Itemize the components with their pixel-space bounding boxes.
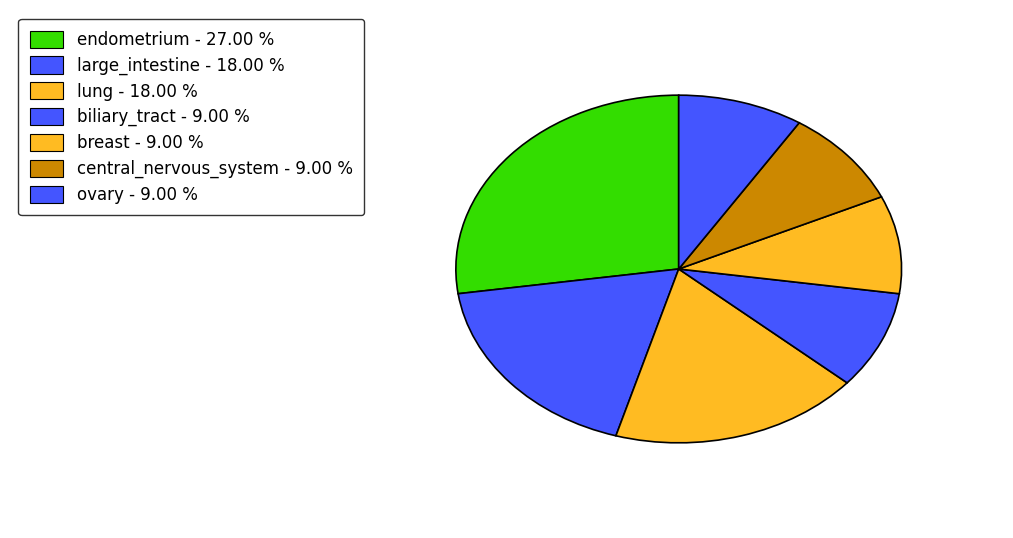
Wedge shape bbox=[679, 197, 902, 294]
Wedge shape bbox=[456, 95, 679, 294]
Wedge shape bbox=[616, 269, 847, 443]
Wedge shape bbox=[458, 269, 679, 436]
Wedge shape bbox=[679, 269, 900, 383]
Wedge shape bbox=[679, 95, 799, 269]
Legend: endometrium - 27.00 %, large_intestine - 18.00 %, lung - 18.00 %, biliary_tract : endometrium - 27.00 %, large_intestine -… bbox=[18, 19, 365, 215]
Wedge shape bbox=[679, 123, 881, 269]
